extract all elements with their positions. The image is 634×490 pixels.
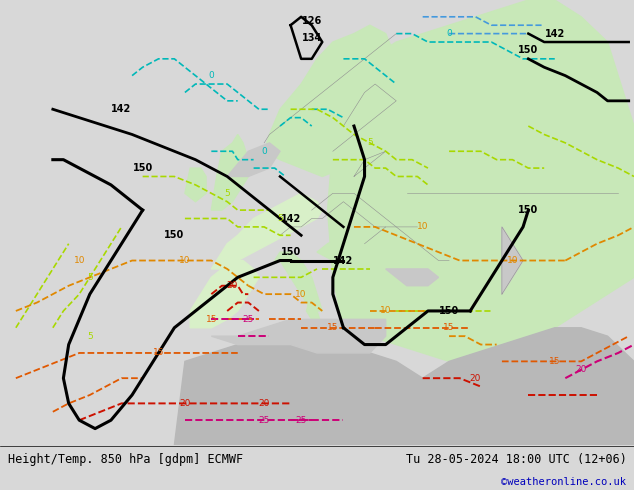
Text: 10: 10: [295, 290, 307, 298]
Polygon shape: [385, 269, 439, 286]
Text: 142: 142: [112, 104, 132, 114]
Text: 126: 126: [302, 16, 322, 26]
Text: 10: 10: [74, 256, 85, 265]
Text: 25: 25: [259, 416, 270, 425]
Text: 134: 134: [302, 33, 322, 43]
Text: 20: 20: [179, 399, 191, 408]
Text: 10: 10: [417, 222, 429, 231]
Polygon shape: [211, 319, 385, 353]
Text: 20: 20: [470, 374, 481, 383]
Text: 20: 20: [576, 365, 587, 374]
Polygon shape: [375, 277, 470, 319]
Text: 150: 150: [439, 306, 459, 316]
Polygon shape: [211, 193, 322, 269]
Text: 10: 10: [507, 256, 518, 265]
Text: 10: 10: [179, 256, 191, 265]
Text: 5: 5: [367, 138, 373, 147]
Text: Tu 28-05-2024 18:00 UTC (12+06): Tu 28-05-2024 18:00 UTC (12+06): [406, 453, 626, 466]
Polygon shape: [190, 261, 259, 328]
Text: 15: 15: [205, 315, 217, 324]
Text: Height/Temp. 850 hPa [gdpm] ECMWF: Height/Temp. 850 hPa [gdpm] ECMWF: [8, 453, 243, 466]
Text: 142: 142: [545, 28, 565, 39]
Text: 0: 0: [261, 147, 267, 156]
Text: 5: 5: [87, 273, 93, 282]
Text: 25: 25: [295, 416, 307, 425]
Polygon shape: [185, 168, 206, 202]
Text: 15: 15: [153, 348, 164, 358]
Text: 5: 5: [224, 189, 230, 198]
Text: 150: 150: [518, 46, 538, 55]
Text: 150: 150: [518, 205, 538, 215]
Polygon shape: [227, 143, 280, 176]
Text: 0: 0: [446, 29, 452, 38]
Polygon shape: [306, 294, 322, 336]
Polygon shape: [328, 0, 634, 361]
Text: 15: 15: [443, 323, 455, 332]
Polygon shape: [502, 227, 523, 294]
Polygon shape: [174, 336, 433, 445]
Text: 15: 15: [549, 357, 560, 366]
Text: ©weatheronline.co.uk: ©weatheronline.co.uk: [501, 477, 626, 487]
Text: 20: 20: [227, 281, 238, 290]
Text: 150: 150: [164, 230, 184, 240]
Text: 15: 15: [327, 323, 339, 332]
Text: 150: 150: [133, 163, 153, 173]
Text: 25: 25: [243, 315, 254, 324]
Text: 5: 5: [87, 332, 93, 341]
Text: 0: 0: [209, 71, 214, 80]
Text: 10: 10: [380, 306, 391, 316]
Polygon shape: [211, 134, 249, 210]
Text: 142: 142: [333, 255, 354, 266]
Text: 150: 150: [280, 247, 301, 257]
Text: 142: 142: [280, 214, 301, 223]
Polygon shape: [275, 252, 322, 311]
Polygon shape: [385, 328, 634, 445]
Text: 5: 5: [277, 214, 283, 223]
Text: 20: 20: [259, 399, 270, 408]
Polygon shape: [264, 25, 396, 176]
Polygon shape: [317, 235, 380, 286]
